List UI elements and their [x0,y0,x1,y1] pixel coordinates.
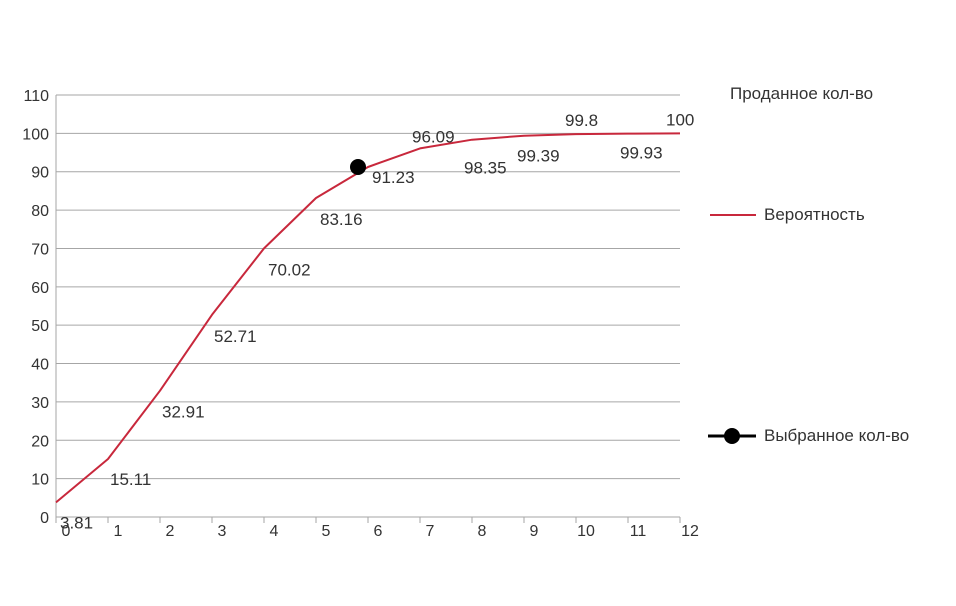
data-label-5: 83.16 [320,210,363,229]
data-label-10: 99.8 [565,111,598,130]
legend-marker-selected [724,428,740,444]
data-label-7: 96.09 [412,127,455,146]
y-tick-label-20: 20 [31,433,49,450]
y-tick-label-0: 0 [40,510,49,527]
x-tick-label-2: 2 [166,523,175,540]
x-axis-label: Проданное кол-во [730,84,873,103]
y-tick-label-90: 90 [31,165,49,182]
data-label-9: 99.39 [517,147,560,166]
y-tick-label-60: 60 [31,280,49,297]
x-tick-label-8: 8 [478,523,487,540]
data-label-3: 52.71 [214,327,257,346]
data-label-2: 32.91 [162,403,205,422]
y-tick-label-10: 10 [31,472,49,489]
legend-label-probability: Вероятность [764,205,865,224]
x-tick-label-0: 0 [62,523,71,540]
x-tick-label-9: 9 [530,523,539,540]
y-tick-label-80: 80 [31,203,49,220]
data-label-1: 15.11 [110,470,151,489]
data-label-4: 70.02 [268,260,311,279]
y-tick-label-70: 70 [31,241,49,258]
data-label-12: 100 [666,110,694,129]
data-label-11: 99.93 [620,144,663,163]
x-tick-label-7: 7 [426,523,435,540]
x-tick-label-6: 6 [374,523,383,540]
series-line-probability [55,132,681,504]
x-tick-label-12: 12 [681,523,699,540]
x-tick-label-5: 5 [322,523,331,540]
selected-point-layer [350,159,366,176]
x-tick-label-11: 11 [630,523,647,540]
data-labels: 3.81 15.11 32.91 52.71 70.02 83.16 91.23 96.09 9… [60,110,694,532]
selected-point-marker [350,159,366,176]
series-probability [55,132,681,504]
data-label-8: 98.35 [464,159,507,178]
legend: Вероятность Выбранное кол-во [708,205,909,445]
data-label-6: 91.23 [372,168,415,187]
legend-label-selected: Выбранное кол-во [764,426,909,445]
y-tick-label-50: 50 [31,318,49,335]
gridlines [55,94,681,523]
y-tick-label-40: 40 [31,357,49,374]
y-axis-ticks: 0 10 20 30 40 50 60 70 80 90 100 110 [22,88,49,527]
y-tick-label-100: 100 [22,126,49,143]
x-tick-label-1: 1 [114,523,123,540]
y-tick-label-110: 110 [23,88,49,105]
x-tick-label-4: 4 [270,523,279,540]
x-tick-label-3: 3 [218,523,227,540]
x-tick-label-10: 10 [577,523,595,540]
y-tick-label-30: 30 [31,395,49,412]
data-label-0: 3.81 [60,513,93,532]
x-axis-ticks: 0 1 2 3 4 5 6 7 8 9 10 11 12 [62,523,699,540]
